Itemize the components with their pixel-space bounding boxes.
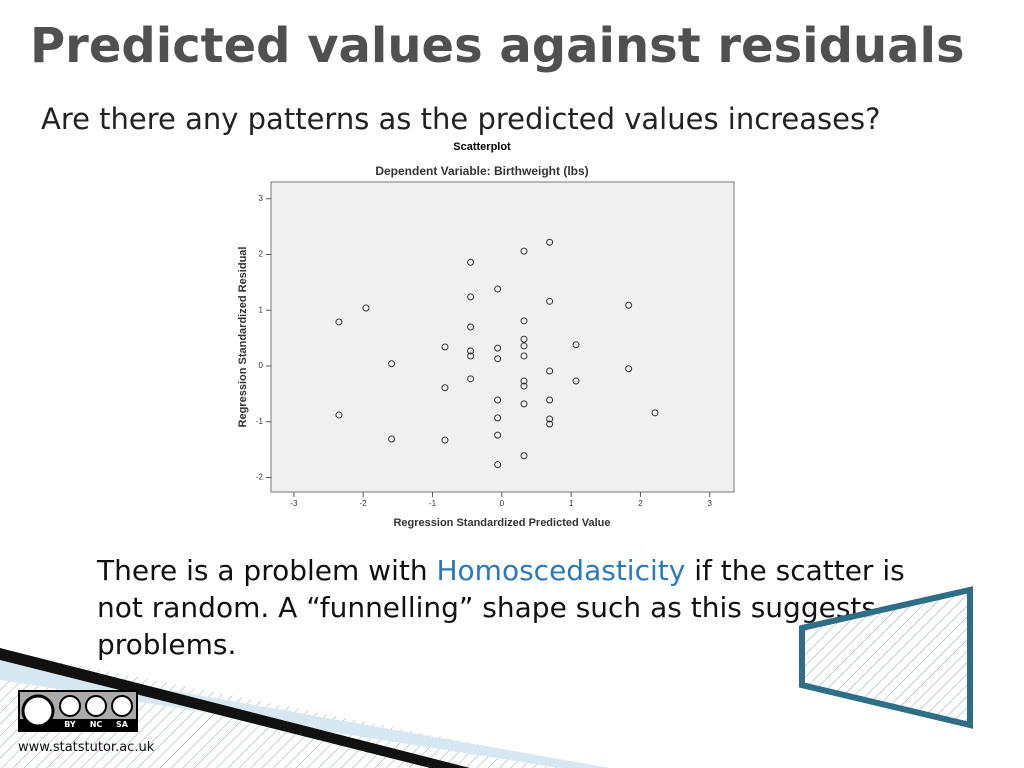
text: There is a problem with	[97, 554, 437, 587]
point	[520, 317, 528, 325]
text: if the scatter is not random. A “funnell…	[97, 554, 905, 661]
y-tick-label: 1	[259, 305, 264, 314]
point	[546, 396, 554, 404]
point	[467, 375, 475, 383]
chart-title: Scatterplot	[453, 141, 511, 153]
y-tick-label: 3	[259, 194, 264, 203]
point	[546, 367, 554, 375]
point	[494, 344, 502, 352]
point	[625, 365, 633, 373]
point	[494, 396, 502, 404]
y-tick-label: 2	[259, 250, 264, 259]
point	[520, 335, 528, 343]
point	[520, 382, 528, 390]
point	[520, 452, 528, 460]
point	[362, 304, 370, 312]
point	[467, 347, 475, 355]
point	[467, 323, 475, 331]
point	[441, 343, 449, 351]
point	[494, 355, 502, 363]
point	[546, 297, 554, 305]
highlight: Homoscedasticity	[436, 554, 686, 587]
stripes	[0, 650, 600, 768]
chart-subtitle: Dependent Variable: Birthweight (lbs)	[375, 164, 588, 178]
point	[335, 411, 343, 419]
point	[494, 461, 502, 469]
point	[388, 360, 396, 368]
point	[494, 285, 502, 293]
point	[441, 436, 449, 444]
x-tick-label: -1	[429, 499, 437, 508]
point	[520, 352, 528, 360]
point	[467, 258, 475, 266]
point	[441, 384, 449, 392]
stripe	[0, 648, 470, 768]
point	[467, 352, 475, 360]
url: www.statstutor.ac.uk	[18, 740, 155, 755]
point	[520, 342, 528, 350]
point	[572, 377, 580, 385]
point	[388, 435, 396, 443]
x-tick-label: 3	[708, 499, 713, 508]
x-tick-label: -2	[360, 499, 368, 508]
point	[467, 293, 475, 301]
x-tick-label: -3	[290, 499, 298, 508]
point	[546, 415, 554, 423]
point	[572, 341, 580, 349]
point	[546, 420, 554, 428]
point	[520, 247, 528, 255]
y-tick-label: -1	[256, 417, 264, 426]
point	[651, 409, 659, 417]
plot-area	[270, 181, 735, 493]
y-tick-label: -2	[256, 473, 264, 482]
point	[335, 318, 343, 326]
point	[520, 400, 528, 408]
x-label: Regression Standardized Predicted Value	[393, 517, 610, 529]
x-tick-label: 1	[569, 499, 574, 508]
body-text: There is a problem with Homoscedasticity…	[97, 552, 957, 663]
title: Predicted values against residuals	[30, 18, 965, 74]
point	[520, 377, 528, 385]
x-tick-label: 0	[500, 499, 505, 508]
point	[546, 238, 554, 246]
subtitle: Are there any patterns as the predicted …	[41, 102, 881, 136]
point	[494, 431, 502, 439]
point	[494, 414, 502, 422]
point	[625, 301, 633, 309]
y-tick-label: 0	[259, 361, 264, 370]
x-tick-label: 2	[638, 499, 643, 508]
y-label: Regression Standardized Residual	[237, 247, 249, 428]
